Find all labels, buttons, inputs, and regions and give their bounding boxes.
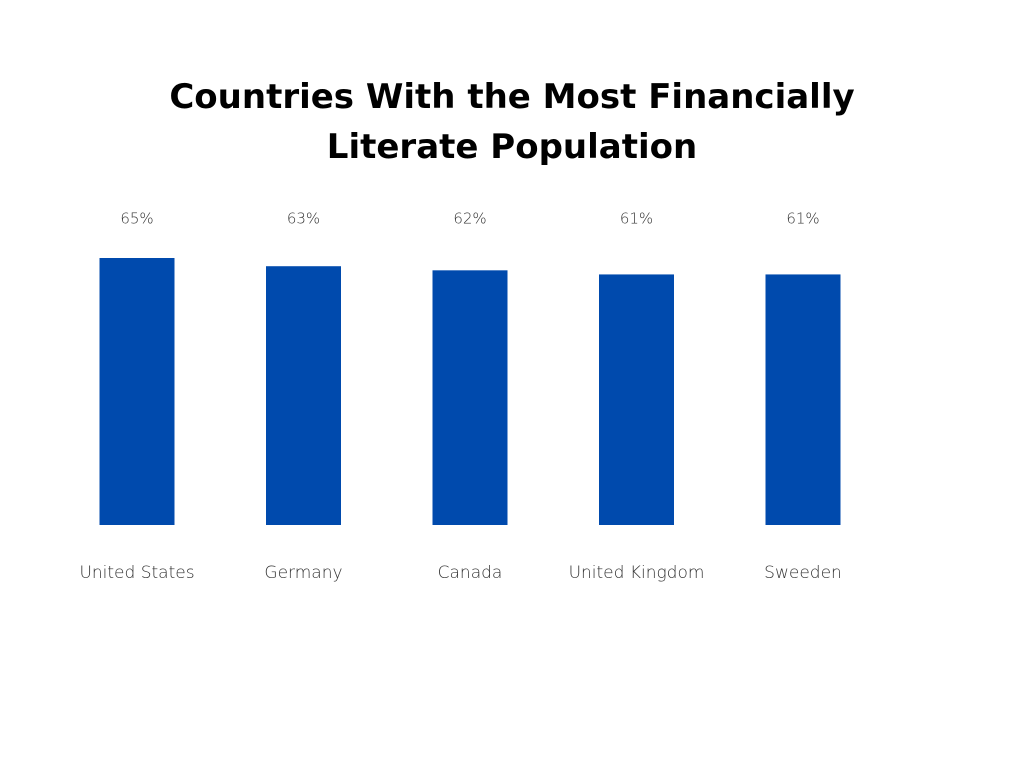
value-label: 61% [620,210,653,228]
bar [99,258,175,525]
value-label: 62% [453,210,486,228]
bar [266,266,341,525]
x-tick-label: United Kingdom [569,563,705,583]
bar [432,270,508,525]
x-tick-label: Canada [438,563,503,583]
bar [765,274,841,525]
value-label: 61% [786,210,819,228]
value-label: 63% [287,210,320,228]
x-tick-label: United States [79,563,194,583]
x-tick-label: Sweeden [764,563,842,583]
bar [599,274,674,525]
value-label: 65% [120,210,153,228]
x-tick-label: Germany [264,563,342,583]
chart-title: Countries With the Most Financially Lite… [169,77,855,167]
